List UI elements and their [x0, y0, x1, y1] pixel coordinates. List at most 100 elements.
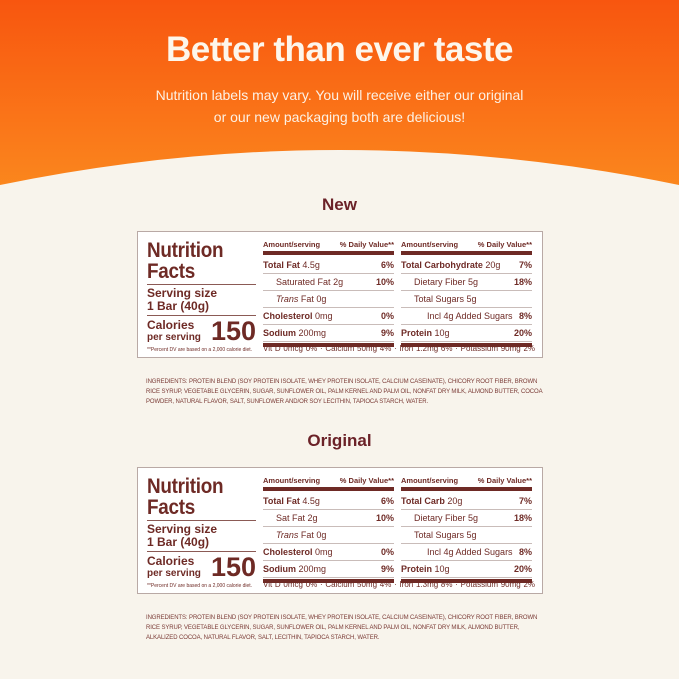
nutrient-amount: 2g	[333, 277, 344, 287]
daily-value: 6%	[380, 496, 394, 506]
thick-rule	[401, 343, 532, 347]
daily-value: 20%	[513, 328, 532, 338]
nutrition-facts-label: Nutrition Facts Serving size 1 Bar (40g)…	[137, 467, 543, 594]
serving-size-value: 1 Bar (40g)	[147, 535, 210, 549]
nutrient-name: Saturated Fat	[276, 277, 331, 287]
nutrient-amount: 20g	[485, 260, 501, 270]
nutrient-name: Total Fat	[263, 496, 300, 506]
daily-value: 9%	[380, 564, 394, 574]
nutrient-column: Amount/serving % Daily Value** Total Carb…	[401, 476, 532, 585]
thick-rule	[263, 343, 394, 347]
nutrient-row: Total Fat 4.5g 6%	[263, 257, 394, 274]
thick-rule	[263, 579, 394, 583]
nutrient-name: Incl 4g Added Sugars	[427, 311, 513, 321]
daily-value: 0%	[380, 547, 394, 557]
daily-value: 6%	[380, 260, 394, 270]
calories: Calories per serving 150	[147, 552, 256, 582]
serving-size-value: 1 Bar (40g)	[147, 299, 210, 313]
nutrient-row: Dietary Fiber 5g 18%	[401, 274, 532, 291]
nutrient-column: Amount/serving % Daily Value** Total Fat …	[263, 240, 394, 349]
micronutrient: Potassium 90mg 2%	[460, 580, 536, 589]
micronutrient: Vit D 0mcg 0%	[263, 344, 318, 353]
subtitle-line: or our new packaging both are delicious!	[213, 109, 466, 125]
column-header-amount: Amount/serving	[401, 240, 459, 249]
daily-value: 8%	[518, 547, 532, 557]
nutrient-amount: 5g	[466, 294, 477, 304]
nutrient-amount: 200mg	[298, 564, 327, 574]
nutrient-row: Total Sugars 5g	[401, 527, 532, 544]
nutrient-row: Total Sugars 5g	[401, 291, 532, 308]
micronutrient: Calcium 50mg 4%	[325, 580, 392, 589]
nutrient-row: Trans Fat 0g	[263, 291, 394, 308]
column-header-amount: Amount/serving	[401, 476, 459, 485]
nutrient-row: Incl 4g Added Sugars 8%	[401, 544, 532, 561]
thick-rule	[401, 251, 532, 255]
daily-value: 7%	[518, 496, 532, 506]
nutrient-name: Cholesterol	[263, 311, 313, 321]
label-heading: Nutrition	[147, 239, 224, 262]
nutrient-name: Total Sugars	[414, 294, 465, 304]
ingredients-text: INGREDIENTS: PROTEIN BLEND (SOY PROTEIN …	[146, 379, 543, 405]
daily-value: 8%	[518, 311, 532, 321]
micronutrient: Iron 1.2mg 6%	[399, 344, 453, 353]
calories: Calories per serving 150	[147, 316, 256, 346]
column-header-dv: % Daily Value**	[339, 240, 394, 249]
nutrient-row: Total Carbohydrate 20g 7%	[401, 257, 532, 274]
micronutrient-footer: Vit D 0mcg 0% · Calcium 50mg 4% · Iron 1…	[263, 580, 535, 589]
column-header-dv: % Daily Value**	[477, 240, 532, 249]
label-heading: Nutrition	[147, 475, 224, 498]
nutrient-amount: 4.5g	[302, 496, 320, 506]
nutrient-amount: 20g	[447, 496, 463, 506]
nutrient-row: Sodium 200mg 9%	[263, 325, 394, 342]
label-summary: Nutrition Facts Serving size 1 Bar (40g)…	[147, 239, 256, 346]
column-header-amount: Amount/serving	[263, 476, 321, 485]
nutrient-row: Trans Fat 0g	[263, 527, 394, 544]
thick-rule	[263, 487, 394, 491]
nutrient-column: Amount/serving % Daily Value** Total Carb…	[401, 240, 532, 349]
micronutrient: Potassium 90mg 2%	[460, 344, 536, 353]
column-header-dv: % Daily Value**	[477, 476, 532, 485]
nutrient-row: Total Fat 4.5g 6%	[263, 493, 394, 510]
label-heading: Facts	[147, 260, 196, 283]
micronutrient: ·	[320, 344, 323, 353]
nutrient-amount: 5g	[466, 530, 477, 540]
daily-value: 0%	[380, 311, 394, 321]
calories-sub: per serving	[147, 331, 201, 343]
daily-value: 10%	[375, 277, 394, 287]
nutrient-amount: 4.5g	[302, 260, 320, 270]
section-heading: Original	[307, 431, 372, 450]
calories-sub: per serving	[147, 567, 201, 579]
calories-value: 150	[210, 316, 256, 346]
micronutrient: ·	[394, 580, 397, 589]
nutrient-name: Incl 4g Added Sugars	[427, 547, 513, 557]
daily-value: 18%	[513, 277, 532, 287]
nutrient-amount: 0mg	[315, 311, 333, 321]
nutrient-name: Protein	[401, 564, 433, 574]
nutrient-row: Total Carb 20g 7%	[401, 493, 532, 510]
subtitle-line: Nutrition labels may vary. You will rece…	[155, 87, 524, 103]
thick-rule	[263, 251, 394, 255]
hero-subtitle: Nutrition labels may vary. You will rece…	[0, 84, 679, 128]
nutrient-name: Total Carbohydrate	[401, 260, 483, 270]
nutrient-name: Total Carb	[401, 496, 445, 506]
nutrient-amount: 10g	[434, 564, 450, 574]
micronutrient: ·	[455, 580, 458, 589]
serving-size-label: Serving size	[147, 522, 218, 536]
nutrient-row: Protein 10g 20%	[401, 325, 532, 342]
nutrient-row: Cholesterol 0mg 0%	[263, 544, 394, 561]
nutrient-name: Trans	[276, 530, 299, 540]
nutrient-amount: 5g	[468, 277, 479, 287]
nutrient-row: Protein 10g 20%	[401, 561, 532, 578]
micronutrient: ·	[320, 580, 323, 589]
calories-value: 150	[210, 552, 256, 582]
daily-value: 9%	[380, 328, 394, 338]
calories-label: Calories	[147, 553, 195, 568]
daily-value: 20%	[513, 564, 532, 574]
micronutrient-footer: Vit D 0mcg 0% · Calcium 50mg 4% · Iron 1…	[263, 344, 535, 353]
daily-value: 10%	[375, 513, 394, 523]
nutrition-facts-label: Nutrition Facts Serving size 1 Bar (40g)…	[137, 231, 543, 358]
nutrient-amount: 200mg	[298, 328, 327, 338]
nutrient-amount: Fat 0g	[300, 530, 327, 540]
nutrient-column: Amount/serving % Daily Value** Total Fat …	[263, 476, 394, 585]
nutrient-name: Protein	[401, 328, 433, 338]
